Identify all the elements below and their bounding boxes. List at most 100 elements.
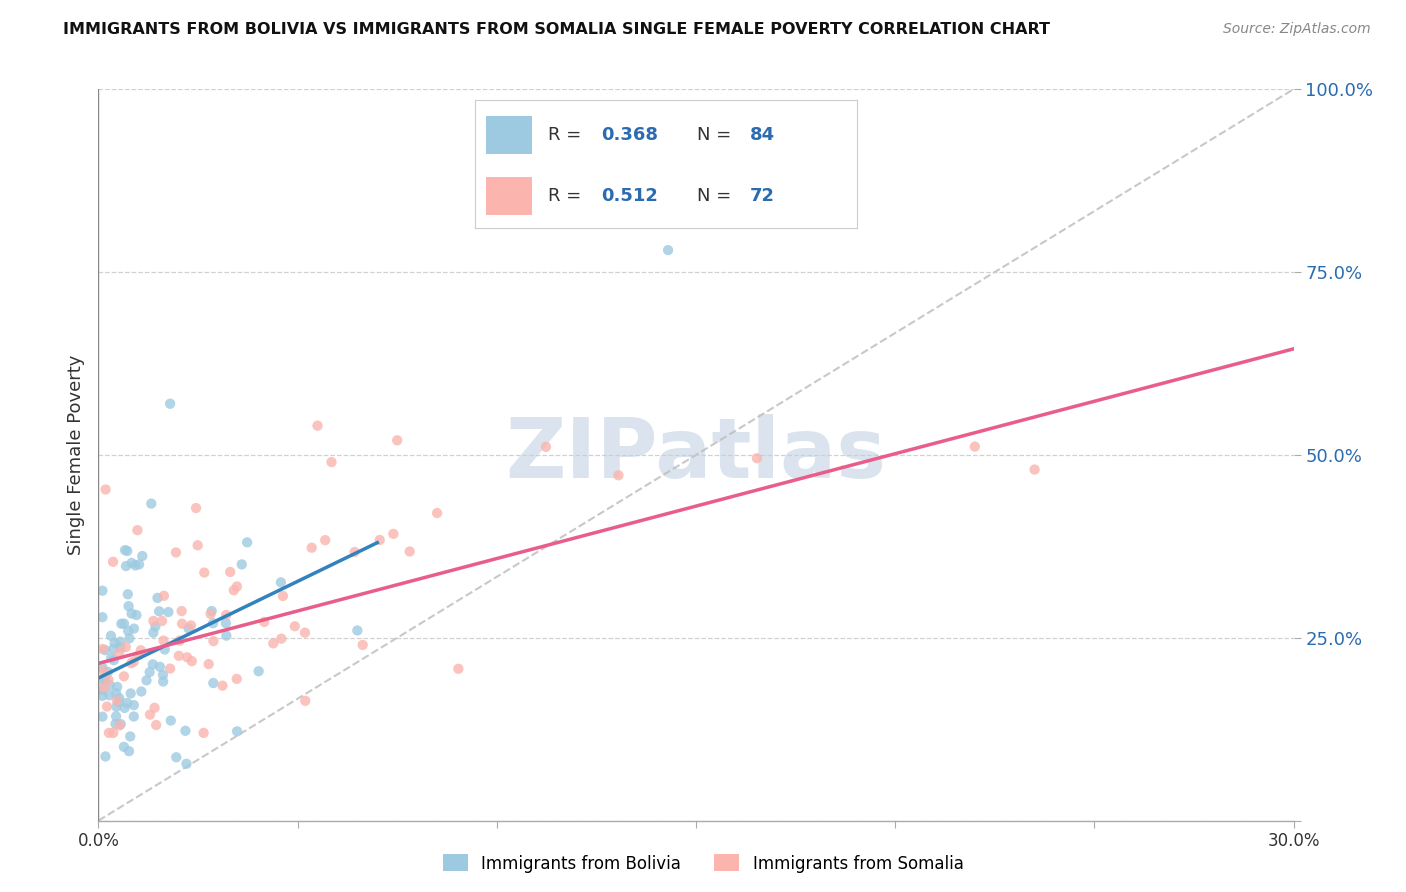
Point (202, 634, 225, 648)
Point (115, 559, 138, 574)
Point (112, 616, 135, 631)
Point (138, 665, 160, 679)
Point (607, 468, 630, 483)
Point (94, 643, 117, 657)
Point (91, 660, 114, 674)
Point (159, 397, 181, 411)
Point (270, 575, 292, 590)
Point (534, 440, 557, 454)
Point (107, 695, 129, 709)
Point (202, 616, 225, 631)
Point (284, 619, 307, 633)
Point (963, 440, 986, 454)
Point (94, 749, 117, 764)
Point (314, 533, 336, 548)
Point (215, 607, 238, 622)
Point (97, 673, 120, 687)
Point (105, 709, 128, 723)
Point (127, 648, 149, 663)
Point (201, 604, 224, 618)
Point (91, 683, 114, 698)
Point (93, 664, 115, 678)
Point (145, 619, 167, 633)
Point (225, 672, 247, 686)
Point (145, 718, 167, 732)
Point (104, 636, 127, 650)
Point (91, 673, 114, 688)
Point (346, 624, 368, 638)
Point (219, 565, 242, 579)
Point (131, 684, 153, 698)
Point (101, 555, 124, 569)
Point (105, 694, 128, 708)
Point (226, 579, 249, 593)
Point (149, 660, 172, 674)
Y-axis label: Single Female Poverty: Single Female Poverty (66, 355, 84, 555)
Point (94, 673, 117, 687)
Point (94, 483, 117, 497)
Point (180, 654, 202, 668)
Point (226, 724, 249, 739)
Text: ZIPatlas: ZIPatlas (506, 415, 886, 495)
Point (127, 523, 149, 537)
Point (117, 599, 139, 614)
Point (142, 625, 165, 640)
Point (122, 698, 145, 713)
Point (368, 533, 391, 547)
Point (121, 607, 143, 621)
Point (142, 614, 165, 628)
Point (307, 418, 329, 433)
Point (176, 650, 198, 665)
Text: Source: ZipAtlas.com: Source: ZipAtlas.com (1223, 22, 1371, 37)
Point (197, 657, 219, 671)
Point (271, 589, 294, 603)
Point (385, 434, 409, 448)
Point (91, 689, 114, 703)
Point (215, 629, 238, 643)
Point (745, 451, 768, 466)
Point (120, 656, 142, 670)
Point (270, 632, 292, 646)
Point (108, 646, 131, 660)
Point (120, 730, 142, 744)
Point (135, 673, 157, 688)
Point (153, 589, 176, 603)
Point (98, 688, 121, 702)
Point (120, 686, 142, 700)
Point (91, 610, 114, 624)
Point (91, 642, 114, 657)
Point (193, 566, 215, 580)
Point (146, 591, 169, 605)
Point (96, 699, 118, 714)
Point (108, 691, 131, 706)
Point (117, 624, 139, 638)
Point (215, 616, 238, 631)
Point (1024, 462, 1046, 476)
Point (104, 717, 127, 731)
Point (231, 558, 253, 572)
Point (114, 543, 136, 558)
Point (142, 657, 165, 672)
Point (187, 538, 209, 552)
Point (91, 709, 114, 723)
Point (117, 544, 139, 558)
Point (236, 535, 259, 549)
Point (170, 604, 193, 618)
Point (112, 739, 135, 754)
Point (105, 680, 128, 694)
Point (184, 501, 207, 516)
Point (152, 668, 174, 682)
Point (118, 744, 141, 758)
Point (122, 655, 145, 669)
Point (114, 640, 136, 654)
Point (110, 616, 132, 631)
Point (91, 583, 114, 598)
Point (117, 587, 139, 601)
Point (180, 618, 202, 632)
Point (382, 527, 405, 541)
Point (176, 756, 198, 771)
Point (97, 665, 120, 679)
Legend: Immigrants from Bolivia, Immigrants from Somalia: Immigrants from Bolivia, Immigrants from… (436, 847, 970, 880)
Point (157, 605, 180, 619)
Point (121, 556, 143, 570)
